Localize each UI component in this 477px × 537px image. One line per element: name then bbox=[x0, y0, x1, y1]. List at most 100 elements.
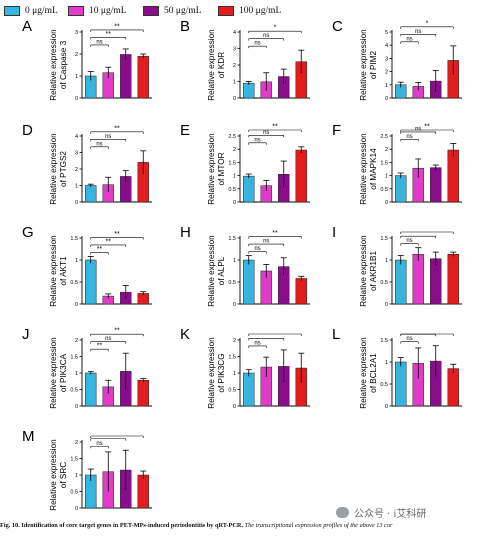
significance-label: ns bbox=[105, 134, 111, 140]
y-axis-title-gene: of AKR1B1 bbox=[369, 251, 378, 291]
y-axis-title: Relative expression bbox=[49, 133, 58, 205]
y-axis-title-gene: of KDR bbox=[217, 52, 226, 78]
y-tick-label: 2 bbox=[75, 338, 78, 344]
y-tick-label: 2 bbox=[75, 440, 78, 446]
y-tick-label: 5 bbox=[385, 30, 388, 36]
caption-label: Fig. 10. bbox=[0, 522, 20, 529]
y-axis-title-gene: of MTOR bbox=[217, 152, 226, 185]
significance-label: ** bbox=[97, 246, 103, 253]
significance-label: ns bbox=[96, 141, 102, 147]
y-tick-label: 2 bbox=[75, 52, 78, 58]
bar bbox=[85, 185, 97, 203]
legend-item: 10 μg/mL bbox=[68, 5, 127, 17]
y-axis-title-gene: of PIM2 bbox=[369, 50, 378, 79]
legend-label: 50 μg/mL bbox=[164, 6, 202, 16]
y-axis-title: Relative expression bbox=[359, 235, 368, 307]
significance-label: ** bbox=[114, 231, 120, 238]
panel-K: K Relative expression of PIK3CG 0 0.5 1 1.5 2 ns bbox=[180, 326, 310, 410]
wechat-icon bbox=[336, 506, 349, 518]
y-tick-label: 1.5 bbox=[228, 236, 236, 242]
bar bbox=[295, 278, 307, 305]
y-tick-label: 1 bbox=[75, 258, 78, 264]
watermark: 公众号 · i艾科研 bbox=[336, 504, 427, 520]
significance-label: ns bbox=[263, 33, 269, 39]
y-axis-title-gene: of BCL2A1 bbox=[369, 353, 378, 393]
y-tick-label: 1.5 bbox=[70, 457, 78, 463]
y-tick-label: 1.5 bbox=[380, 236, 388, 242]
y-tick-label: 0.5 bbox=[380, 382, 388, 388]
y-tick-label: 2 bbox=[233, 147, 236, 153]
panel-label: B bbox=[180, 18, 190, 35]
significance-label: ns bbox=[406, 36, 412, 42]
y-axis-title-gene: of AKT1 bbox=[59, 256, 68, 286]
significance-label: ** bbox=[106, 238, 112, 245]
panel-label: K bbox=[180, 326, 190, 343]
panel-M: M Relative expression of SRC 0 0.5 1 1.5 2 ns bbox=[22, 428, 152, 512]
bar bbox=[243, 372, 255, 407]
bar bbox=[395, 259, 407, 305]
y-tick-label: 3 bbox=[233, 47, 236, 53]
panel-label: H bbox=[180, 224, 191, 241]
y-tick-label: 4 bbox=[233, 30, 236, 36]
y-tick-label: 0 bbox=[75, 200, 78, 206]
bar bbox=[447, 368, 459, 407]
y-axis-title-gene: of PIK3CG bbox=[217, 353, 226, 392]
bar bbox=[295, 149, 307, 203]
panel-label: I bbox=[332, 224, 336, 241]
significance-label: ns bbox=[263, 130, 269, 136]
panel-E: E Relative expression of MTOR 0 0.5 1 1.5 2 2.5 n… bbox=[180, 122, 310, 206]
y-tick-label: 2 bbox=[75, 167, 78, 173]
significance-label: ** bbox=[272, 124, 278, 131]
significance-label: ** bbox=[272, 230, 278, 237]
legend-item: 0 μg/mL bbox=[4, 5, 58, 17]
significance-label: ns bbox=[406, 336, 412, 342]
y-tick-label: 1 bbox=[75, 473, 78, 479]
panel-J: J Relative expression of PIK3CA 0 0.5 1 1.5 2 **… bbox=[22, 326, 152, 410]
legend-swatch bbox=[143, 6, 159, 16]
y-tick-label: 2 bbox=[233, 63, 236, 69]
y-tick-label: 0.5 bbox=[228, 187, 236, 193]
y-axis-title-gene: of Caspase 3 bbox=[59, 40, 68, 89]
panel-label: C bbox=[332, 18, 343, 35]
bar bbox=[85, 259, 97, 305]
y-tick-label: 0 bbox=[233, 302, 236, 308]
significance-label: ns bbox=[406, 134, 412, 140]
y-tick-label: 1 bbox=[233, 174, 236, 180]
panel-F: F Relative expression of MAPK14 0 0.5 1 1.5 2 2.… bbox=[332, 122, 462, 206]
significance-label: ns bbox=[254, 41, 260, 47]
y-tick-label: 1.5 bbox=[70, 355, 78, 361]
panel-label: M bbox=[22, 428, 35, 445]
legend-swatch bbox=[68, 6, 84, 16]
y-tick-label: 1 bbox=[385, 258, 388, 264]
significance-label: ** bbox=[97, 343, 103, 350]
figure-caption: Fig. 10. Identification of core target g… bbox=[0, 522, 477, 536]
y-tick-label: 0.5 bbox=[380, 187, 388, 193]
bar bbox=[412, 254, 424, 305]
significance-label: ** bbox=[424, 124, 430, 131]
legend-swatch bbox=[4, 6, 20, 16]
y-axis-title: Relative expression bbox=[207, 133, 216, 205]
significance-label: ns bbox=[406, 238, 412, 244]
y-tick-label: 2 bbox=[233, 338, 236, 344]
y-axis-title-gene: of PTGS2 bbox=[59, 151, 68, 187]
significance-label: ns bbox=[254, 137, 260, 143]
y-tick-label: 0.5 bbox=[70, 388, 78, 394]
y-tick-label: 2.5 bbox=[380, 134, 388, 140]
y-tick-label: 0 bbox=[75, 302, 78, 308]
y-axis-title-gene: of MAPK14 bbox=[369, 148, 378, 190]
bar bbox=[447, 149, 459, 203]
significance-label: ns bbox=[415, 126, 421, 132]
significance-label: ns bbox=[263, 239, 269, 245]
y-axis-title-gene: of SRC bbox=[59, 462, 68, 488]
y-axis-title-gene: of PIK3CA bbox=[59, 353, 68, 392]
y-tick-label: 0.5 bbox=[70, 490, 78, 496]
caption-body: The transcriptional expression profiles … bbox=[244, 522, 393, 529]
chart-legend: 0 μg/mL 10 μg/mL 50 μg/mL 100 μg/mL bbox=[0, 0, 477, 20]
y-axis-title: Relative expression bbox=[207, 29, 216, 101]
y-tick-label: 1 bbox=[385, 174, 388, 180]
y-tick-label: 3 bbox=[385, 56, 388, 62]
legend-item: 50 μg/mL bbox=[143, 5, 202, 17]
